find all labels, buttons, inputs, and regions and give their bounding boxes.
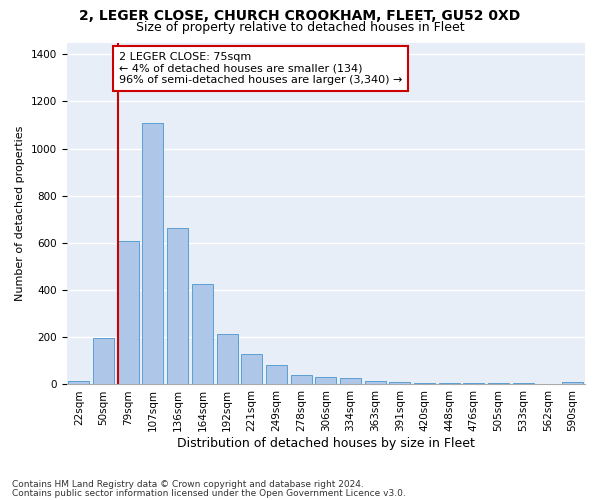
- X-axis label: Distribution of detached houses by size in Fleet: Distribution of detached houses by size …: [177, 437, 475, 450]
- Bar: [192, 284, 213, 384]
- Bar: [315, 378, 336, 384]
- Bar: [365, 381, 386, 384]
- Text: Contains public sector information licensed under the Open Government Licence v3: Contains public sector information licen…: [12, 488, 406, 498]
- Bar: [266, 365, 287, 384]
- Bar: [68, 381, 89, 384]
- Bar: [389, 382, 410, 384]
- Text: 2, LEGER CLOSE, CHURCH CROOKHAM, FLEET, GU52 0XD: 2, LEGER CLOSE, CHURCH CROOKHAM, FLEET, …: [79, 9, 521, 23]
- Text: 2 LEGER CLOSE: 75sqm
← 4% of detached houses are smaller (134)
96% of semi-detac: 2 LEGER CLOSE: 75sqm ← 4% of detached ho…: [119, 52, 403, 85]
- Bar: [340, 378, 361, 384]
- Bar: [142, 122, 163, 384]
- Bar: [241, 354, 262, 384]
- Bar: [562, 382, 583, 384]
- Bar: [217, 334, 238, 384]
- Y-axis label: Number of detached properties: Number of detached properties: [15, 126, 25, 301]
- Text: Contains HM Land Registry data © Crown copyright and database right 2024.: Contains HM Land Registry data © Crown c…: [12, 480, 364, 489]
- Text: Size of property relative to detached houses in Fleet: Size of property relative to detached ho…: [136, 21, 464, 34]
- Bar: [93, 338, 114, 384]
- Bar: [167, 228, 188, 384]
- Bar: [290, 376, 311, 384]
- Bar: [118, 240, 139, 384]
